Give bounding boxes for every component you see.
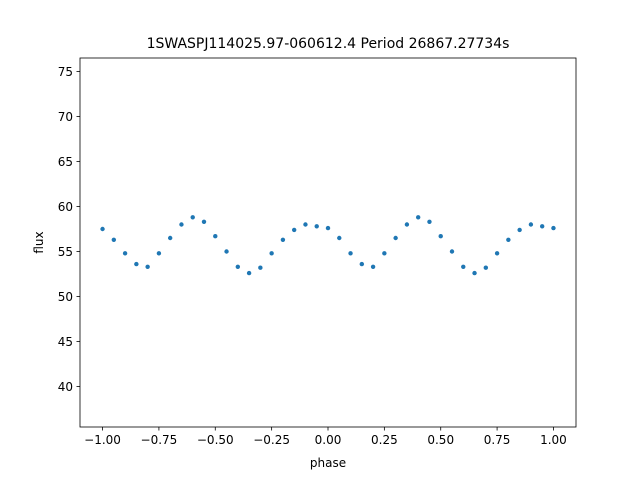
data-point (100, 226, 105, 232)
x-tick-label: −1.00 (84, 433, 121, 447)
data-point (235, 264, 241, 269)
data-point (269, 251, 274, 256)
data-point (393, 235, 398, 241)
data-point (224, 249, 229, 254)
data-point (145, 264, 150, 269)
data-point (156, 251, 162, 256)
data-point (494, 251, 500, 256)
y-tick-label: 45 (58, 335, 73, 349)
x-tick-label: 0.50 (427, 433, 454, 447)
data-point (382, 251, 387, 256)
y-axis: 40 45 50 55 60 65 70 75 (58, 65, 80, 394)
data-point (280, 237, 286, 242)
data-point (483, 265, 489, 270)
x-tick-label: 0.00 (315, 433, 342, 447)
data-point (551, 225, 556, 231)
y-tick-label: 75 (58, 65, 73, 79)
data-point (314, 224, 319, 229)
x-tick-label: 0.75 (484, 433, 511, 447)
y-tick-label: 60 (58, 200, 73, 214)
data-point (167, 235, 173, 241)
x-tick-label: −0.75 (141, 433, 178, 447)
data-point (190, 215, 195, 220)
x-tick-label: 1.00 (540, 433, 567, 447)
y-tick-label: 50 (58, 290, 73, 304)
data-point (348, 251, 353, 256)
data-point (325, 225, 331, 231)
data-point (461, 264, 466, 269)
data-point (258, 265, 263, 270)
scatter-points (100, 215, 556, 276)
x-axis: −1.00 −0.75 −0.50 −0.25 0.00 0.25 0.50 0.75 1.00 (84, 427, 567, 447)
data-point (213, 234, 218, 239)
x-axis-label: phase (310, 456, 346, 470)
data-point (246, 270, 252, 276)
x-tick-label: −0.25 (253, 433, 290, 447)
data-point (449, 249, 455, 254)
data-point (404, 222, 410, 227)
data-point (472, 270, 477, 276)
data-point (415, 215, 421, 220)
y-axis-label: flux (32, 231, 46, 253)
data-point (111, 237, 117, 242)
x-tick-label: 0.25 (371, 433, 398, 447)
y-tick-label: 55 (58, 245, 73, 259)
y-tick-label: 40 (58, 380, 73, 394)
x-tick-label: −0.50 (197, 433, 234, 447)
y-tick-label: 70 (58, 110, 73, 124)
data-point (201, 219, 207, 224)
data-point (427, 219, 432, 224)
data-point (438, 234, 443, 239)
data-point (291, 227, 297, 233)
data-point (122, 251, 128, 256)
y-tick-label: 65 (58, 155, 73, 169)
data-point (359, 261, 365, 267)
data-point (370, 264, 376, 269)
data-point (134, 261, 139, 267)
data-point (528, 222, 534, 227)
data-point (517, 227, 522, 233)
data-point (337, 235, 342, 241)
data-point (179, 222, 184, 227)
data-point (539, 224, 545, 229)
plot-frame (79, 57, 577, 428)
data-point (303, 222, 308, 227)
chart-title: 1SWASPJ114025.97-060612.4 Period 26867.2… (147, 36, 510, 52)
data-point (506, 237, 511, 242)
